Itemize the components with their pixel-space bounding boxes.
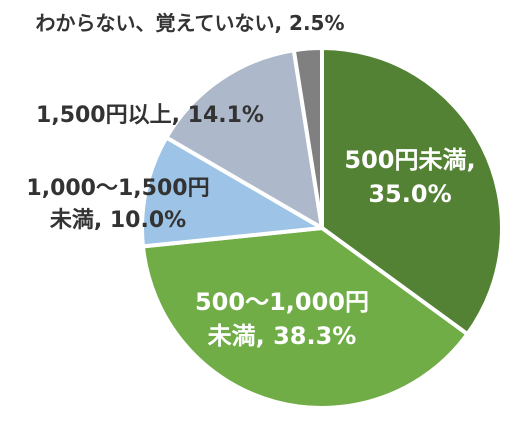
data-label-2: 500〜1,000円未満, 38.3% — [195, 288, 369, 350]
data-label-5-line-1: わからない、覚えていない, 2.5% — [35, 11, 344, 35]
data-label-3: 1,000〜1,500円未満, 10.0% — [26, 176, 209, 233]
data-label-1-line-1: 500円未満, — [344, 146, 475, 174]
data-label-2-line-1: 500〜1,000円 — [195, 288, 369, 316]
data-label-1-line-2: 35.0% — [368, 180, 451, 208]
data-label-2-line-2: 未満, 38.3% — [208, 322, 357, 350]
pie-labels: 500円未満, 35.0% 500〜1,000円未満, 38.3% 1,000〜1,5… — [26, 11, 475, 350]
data-label-3-line-2: 未満, 10.0% — [50, 207, 186, 233]
pie-slice-3 — [140, 135, 324, 249]
data-label-4-line-1: 1,500円以上, 14.1% — [36, 103, 264, 128]
data-label-4: 1,500円以上, 14.1% — [36, 103, 264, 128]
pie-slice-5 — [291, 46, 324, 230]
pie-slices — [140, 46, 504, 410]
pie-slice-1 — [320, 46, 504, 337]
data-label-1: 500円未満, 35.0% — [344, 146, 475, 208]
data-label-3-line-1: 1,000〜1,500円 — [26, 176, 209, 201]
pie-slice-2 — [140, 226, 470, 410]
data-label-5: わからない、覚えていない, 2.5% — [35, 11, 344, 35]
pie-slice-4 — [164, 48, 324, 230]
